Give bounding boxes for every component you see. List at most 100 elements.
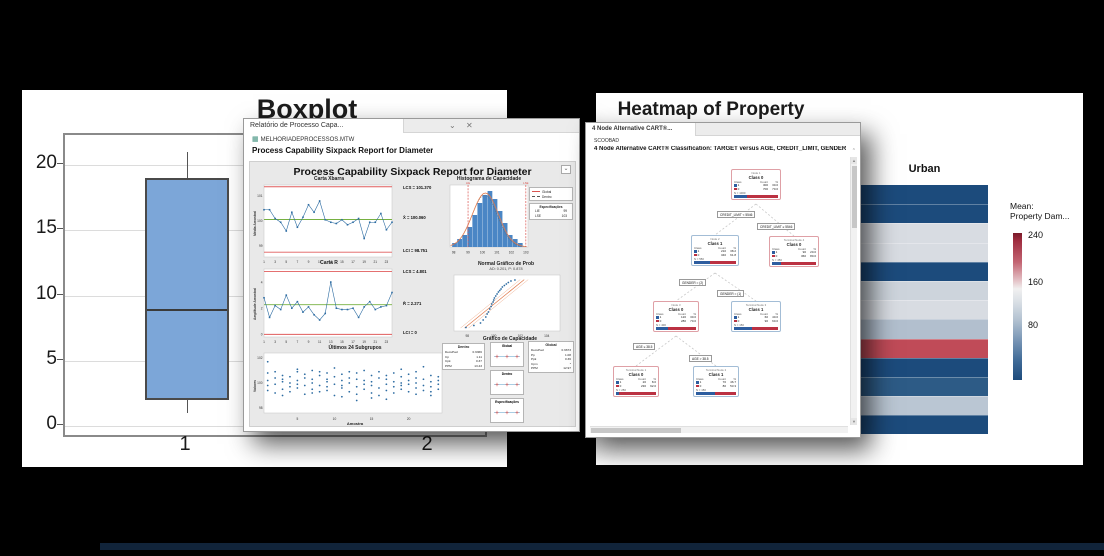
stats-row: PPM 13.43 [445,364,482,369]
col: 1 [772,250,794,254]
vertical-scrollbar[interactable]: ▲ ▼ [850,157,857,425]
class-count: 90 [764,319,768,324]
heatmap-cell [861,338,988,358]
class-id: 0 [737,187,740,192]
horizontal-scrollbar[interactable] [590,426,848,433]
cart-heading: 4 Node Alternative CART® Classification:… [594,146,846,152]
col: 1 [616,380,634,384]
col: Count [717,245,726,250]
stats-row: Ppk 0.36 [531,357,571,362]
svg-text:4: 4 [261,280,263,284]
svg-text:11: 11 [318,340,322,344]
y-tick-label: 0 [46,413,57,434]
class-count: 20 [642,380,646,385]
vertical-scroll-thumb[interactable] [852,166,857,228]
svg-text:15: 15 [340,340,344,344]
node-class: Class 0 [748,174,764,180]
node-class-row: 0 230 92.0 [616,384,656,388]
class-count: 90 [802,250,806,255]
xbar-title: Carta Xbarra [313,176,344,182]
class-count: 360 [800,254,806,259]
split-condition: GENDER = (2) [679,279,707,286]
stat-value: * [569,361,571,366]
series-line [263,282,393,321]
fit-line [460,279,521,329]
node-table-header: Class Count% [616,377,656,381]
bar-class0 [780,261,816,266]
hist-bar [457,239,462,247]
node-bar [656,326,696,331]
node-class: Class 0 [668,306,684,312]
box [145,178,229,400]
interval-box: Especificações [490,398,524,423]
node-n: N = 550 [694,256,704,261]
class-chip [616,384,619,388]
fit-line [468,279,529,329]
svg-text:98: 98 [452,251,456,255]
svg-text:99: 99 [259,244,263,248]
class-chip [734,316,737,319]
legend-tick-label: 160 [1028,277,1044,287]
upper-whisker [186,151,188,179]
chart-collapse-button[interactable]: ⌄ [561,165,571,174]
horizontal-scroll-thumb[interactable] [591,428,681,433]
y-tick-mark [57,228,63,230]
svg-text:21: 21 [374,340,378,344]
svg-text:100: 100 [257,219,263,223]
class-pct: 30.0 [772,183,778,188]
stat-label: Cpm [531,361,538,366]
interval-title: Global [501,344,513,348]
col: 1 [694,249,714,253]
svg-text:1: 1 [263,260,265,264]
class-chip [734,187,737,191]
y-tick-mark [57,293,63,295]
col: Count [797,246,806,251]
scroll-down-icon[interactable]: ▼ [851,418,857,425]
class-id: 1 [737,183,740,188]
sixpack-window: Relatório de Processo Capa... ⌄ ✕ ▦ MELHO… [243,118,580,432]
interval-box: Global [490,342,524,367]
scroll-up-icon[interactable]: ▲ [851,157,857,164]
bottom-edge-strip [100,543,1104,550]
heatmap-cell [861,223,988,243]
y-tick-mark [57,358,63,360]
node-class-row: 1 300 30.0 [734,183,778,187]
heatmap-cells [861,185,988,435]
node-class-row: 0 360 80.0 [772,254,816,258]
last24-chart: 98 100 102 5 10 15 20 [257,352,443,421]
pane-collapse-icon[interactable]: ⌄ [449,121,456,130]
node-bar [772,261,816,266]
series-line [264,200,393,240]
stat-label: Cpk [445,359,451,364]
stat-value: 0.37 [475,359,482,364]
svg-text:11: 11 [318,260,322,264]
sixpack-tab[interactable]: Relatório de Processo Capa... [244,119,404,133]
histogram-title: Histograma de Capacidade [456,176,522,182]
cart-tab[interactable]: 4 Node Alternative CART®... [586,123,696,136]
class-count: 70 [722,380,726,385]
node-header: Terminal Node 3 [745,303,767,307]
col: Class [616,376,624,381]
pane-close-icon[interactable]: ✕ [466,121,473,130]
bar-class1 [616,391,620,396]
svg-text:20: 20 [407,417,411,421]
cart-collapse-icon[interactable]: ⌃ [851,148,856,154]
tree-node: Node 3 Class 0 Class Count% 1 120 30.0 0 280 70.0… [653,301,699,333]
global-line-icon [532,191,540,192]
bar-class1 [734,194,748,199]
xbar-ucl-label: LCS = 101.370 [403,185,432,190]
node-n: N = 400 [656,322,666,327]
node-table-header: Class Count% [696,377,736,381]
tree-connectors [635,203,795,367]
heatmap-cell [861,376,988,397]
stat-label: Pp [531,352,535,357]
node-table-header: Class Count% [734,312,778,316]
class-pct: 70.0 [690,319,696,324]
svg-text:13: 13 [329,260,333,264]
class-id: 0 [775,254,778,259]
xbar-lcl-label: LCI = 98.751 [403,248,428,253]
class-chip [616,381,619,384]
fit-line [464,279,525,329]
heatmap-cell [861,280,988,301]
